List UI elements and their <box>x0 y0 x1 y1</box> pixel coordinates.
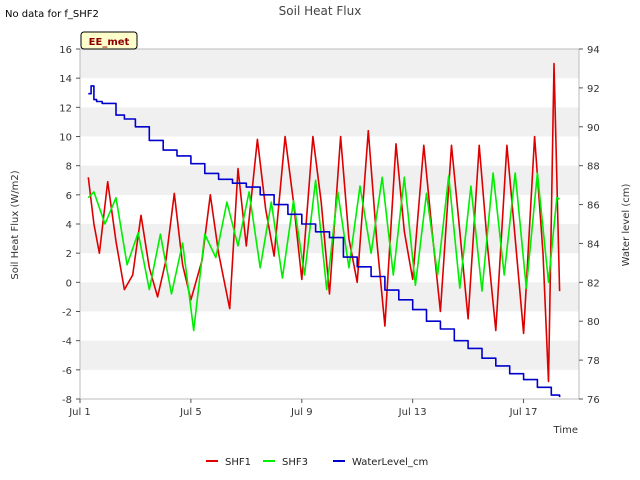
legend: SHF1 SHF3 WaterLevel_cm <box>206 457 428 468</box>
y-tick-label: -2 <box>62 308 72 319</box>
y-tick-label: 0 <box>66 278 72 289</box>
plot-background-bands <box>80 49 579 370</box>
y2-tick-label: 92 <box>587 84 600 95</box>
site-label: EE_met <box>89 37 130 48</box>
no-data-note: No data for f_SHF2 <box>5 9 99 20</box>
x-tick-label: Jul 9 <box>290 407 313 418</box>
y2-tick-label: 84 <box>587 239 600 250</box>
site-label-background <box>80 31 138 50</box>
y-tick-label: -8 <box>62 395 72 406</box>
y2-tick-label: 76 <box>587 395 600 406</box>
y-tick-label: -4 <box>62 337 72 348</box>
chart-title: Soil Heat Flux <box>279 4 362 18</box>
x-tick-label: Jul 17 <box>509 407 538 418</box>
y-tick-label: 10 <box>59 133 72 144</box>
y-tick-label: 2 <box>66 249 72 260</box>
y-tick-label: 16 <box>59 45 72 56</box>
series-line-shf3 <box>87 172 560 332</box>
y-tick-label: 6 <box>66 191 72 202</box>
series-line-waterlevel-cm <box>88 85 561 398</box>
y2-tick-label: 94 <box>587 45 600 56</box>
grid-band <box>80 49 579 79</box>
legend-label: SHF1 <box>225 457 251 468</box>
y2-tick-label: 86 <box>587 201 600 212</box>
x-axis: Jul 1 Jul 5 Jul 9 Jul 13 Jul 17 <box>68 399 538 418</box>
y2-tick-label: 80 <box>587 317 600 328</box>
x-tick-label: Jul 1 <box>68 407 91 418</box>
y2-tick-label: 82 <box>587 278 600 289</box>
legend-label: SHF3 <box>282 457 308 468</box>
y-tick-label: 8 <box>66 162 72 173</box>
series-line-shf1 <box>87 62 561 383</box>
y2-tick-label: 78 <box>587 356 600 367</box>
legend-label: WaterLevel_cm <box>352 457 428 468</box>
series-lines <box>87 62 561 398</box>
y-axis-right: 76 78 80 82 84 86 88 90 92 94 <box>579 45 600 406</box>
y-tick-label: 14 <box>59 74 72 85</box>
y2-tick-label: 90 <box>587 123 600 134</box>
x-axis-label: Time <box>553 425 578 436</box>
y2-tick-label: 88 <box>587 162 600 173</box>
grid-band <box>80 165 579 195</box>
x-tick-label: Jul 5 <box>179 407 202 418</box>
y-tick-label: -6 <box>62 366 72 377</box>
grid-band <box>80 107 579 137</box>
y2-axis-label: Water level (cm) <box>621 184 632 267</box>
y-tick-label: 4 <box>66 220 72 231</box>
y-axis-label: Soil Heat Flux (W/m2) <box>10 170 21 279</box>
x-tick-label: Jul 13 <box>398 407 427 418</box>
grid-band <box>80 224 579 254</box>
y-tick-label: 12 <box>59 103 72 114</box>
site-label-box: EE_met <box>80 31 138 50</box>
y-axis-left: -8 -6 -4 -2 0 2 4 6 8 10 12 14 16 <box>59 45 80 406</box>
